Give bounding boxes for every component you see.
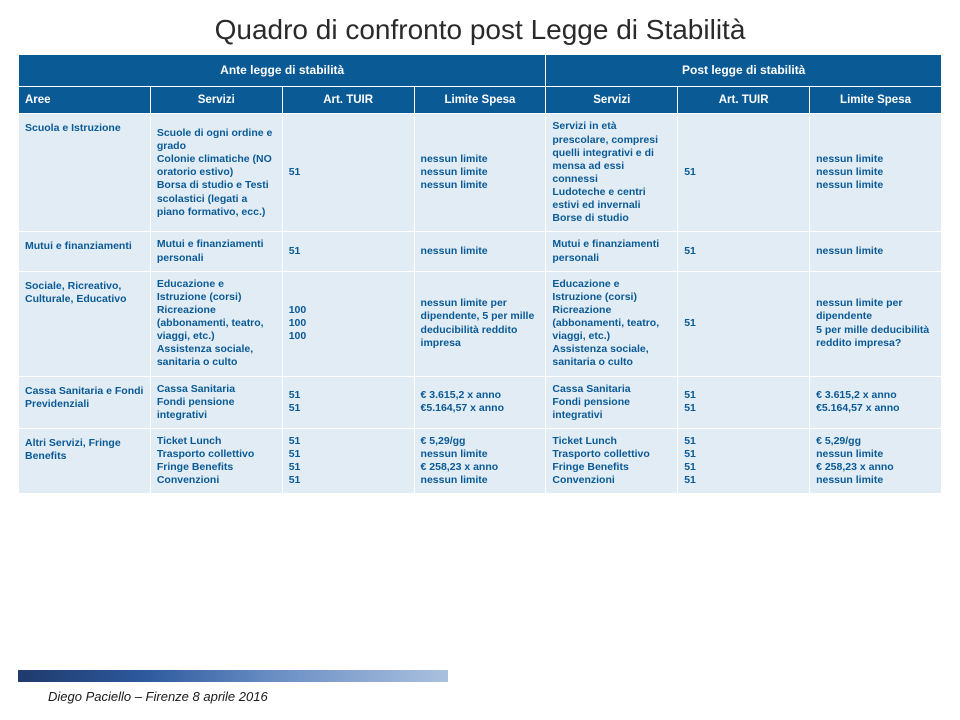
footer-decoration [18,670,448,682]
cell-art-post: 51515151 [678,428,810,494]
comparison-table-wrap: Ante legge di stabilità Post legge di st… [0,54,960,494]
cell-area: Mutui e finanziamenti [19,232,151,271]
cell-lim-ante: € 3.615,2 x anno€5.164,57 x anno [414,376,546,428]
cell-art-ante: 51 [282,114,414,232]
comparison-table: Ante legge di stabilità Post legge di st… [18,54,942,494]
super-header-ante: Ante legge di stabilità [19,55,546,87]
cell-art-post: 5151 [678,376,810,428]
cell-lim-post: nessun limitenessun limitenessun limite [810,114,942,232]
table-row: Cassa Sanitaria e Fondi Previdenziali Ca… [19,376,942,428]
cell-srv-ante: Educazione e Istruzione (corsi)Ricreazio… [150,271,282,376]
cell-srv-ante: Mutui e finanziamenti personali [150,232,282,271]
col-art-ante: Art. TUIR [282,87,414,114]
cell-lim-ante: € 5,29/ggnessun limite€ 258,23 x annones… [414,428,546,494]
slide-title: Quadro di confronto post Legge di Stabil… [0,0,960,54]
col-limite-ante: Limite Spesa [414,87,546,114]
cell-srv-post: Mutui e finanziamenti personali [546,232,678,271]
cell-area: Altri Servizi, Fringe Benefits [19,428,151,494]
col-servizi-ante: Servizi [150,87,282,114]
col-limite-post: Limite Spesa [810,87,942,114]
col-servizi-post: Servizi [546,87,678,114]
footer-author: Diego Paciello – Firenze 8 aprile 2016 [48,689,268,704]
table-row: Sociale, Ricreativo, Culturale, Educativ… [19,271,942,376]
cell-area: Scuola e Istruzione [19,114,151,232]
cell-art-post: 51 [678,232,810,271]
col-art-post: Art. TUIR [678,87,810,114]
cell-srv-ante: Cassa SanitariaFondi pensione integrativ… [150,376,282,428]
table-row: Mutui e finanziamenti Mutui e finanziame… [19,232,942,271]
cell-lim-ante: nessun limite [414,232,546,271]
cell-lim-post: € 3.615,2 x anno€5.164,57 x anno [810,376,942,428]
cell-art-ante: 5151 [282,376,414,428]
super-header-row: Ante legge di stabilità Post legge di st… [19,55,942,87]
cell-srv-post: Educazione e Istruzione (corsi)Ricreazio… [546,271,678,376]
cell-srv-ante: Scuole di ogni ordine e gradoColonie cli… [150,114,282,232]
table-row: Altri Servizi, Fringe Benefits Ticket Lu… [19,428,942,494]
cell-art-ante: 51515151 [282,428,414,494]
column-header-row: Aree Servizi Art. TUIR Limite Spesa Serv… [19,87,942,114]
cell-lim-post: € 5,29/ggnessun limite€ 258,23 x annones… [810,428,942,494]
cell-lim-post: nessun limite per dipendente5 per mille … [810,271,942,376]
super-header-post: Post legge di stabilità [546,55,942,87]
cell-srv-post: Ticket LunchTrasporto collettivoFringe B… [546,428,678,494]
cell-srv-post: Cassa SanitariaFondi pensione integrativ… [546,376,678,428]
cell-lim-ante: nessun limitenessun limitenessun limite [414,114,546,232]
col-aree: Aree [19,87,151,114]
cell-srv-ante: Ticket LunchTrasporto collettivoFringe B… [150,428,282,494]
table-body: Scuola e Istruzione Scuole di ogni ordin… [19,114,942,494]
cell-area: Sociale, Ricreativo, Culturale, Educativ… [19,271,151,376]
cell-area: Cassa Sanitaria e Fondi Previdenziali [19,376,151,428]
cell-art-post: 51 [678,271,810,376]
cell-lim-post: nessun limite [810,232,942,271]
cell-srv-post: Servizi in età prescolare, compresi quel… [546,114,678,232]
table-row: Scuola e Istruzione Scuole di ogni ordin… [19,114,942,232]
cell-art-ante: 51 [282,232,414,271]
cell-lim-ante: nessun limite per dipendente, 5 per mill… [414,271,546,376]
cell-art-ante: 100100100 [282,271,414,376]
cell-art-post: 51 [678,114,810,232]
